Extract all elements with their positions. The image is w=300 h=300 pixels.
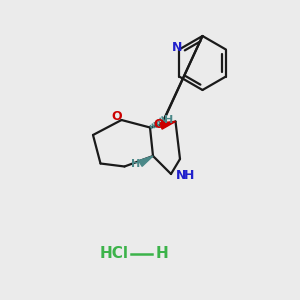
Text: H: H <box>164 115 173 125</box>
Text: O: O <box>112 110 122 124</box>
Text: HCl: HCl <box>100 246 129 261</box>
Text: H: H <box>131 159 140 169</box>
Polygon shape <box>139 156 153 166</box>
Text: N: N <box>176 169 186 182</box>
Text: H: H <box>184 169 194 182</box>
Text: O: O <box>154 118 164 131</box>
Text: N: N <box>172 40 182 54</box>
Polygon shape <box>160 122 176 129</box>
Text: H: H <box>156 246 169 261</box>
